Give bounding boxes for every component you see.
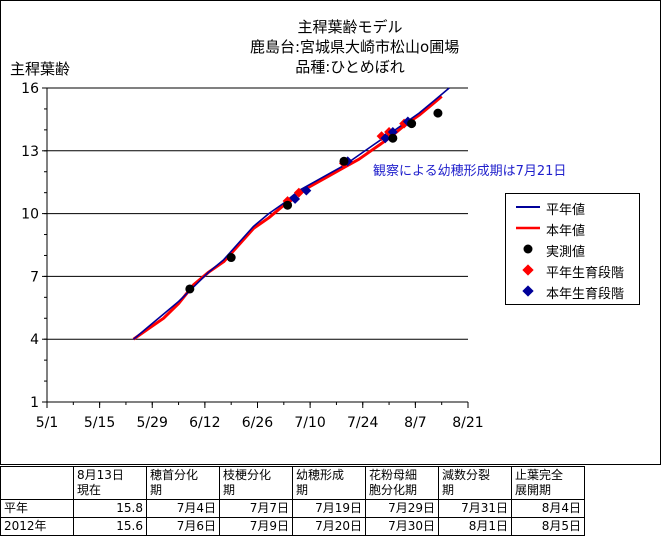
- table-header-cell: 減数分裂 期: [438, 466, 512, 500]
- chart-plot: 1 4 7 10 13 16 5/1 5/15 5/29 6/12 6/26 7/10 7/24 8/7 8…: [21, 81, 484, 431]
- table-cell: 7月7日: [219, 499, 293, 518]
- y-tick-label: 1: [30, 395, 39, 411]
- table-header-cell: 花粉母細 胞分化期: [365, 466, 439, 500]
- table-row-label: 2012年: [0, 517, 74, 536]
- data-point-measured: [407, 119, 417, 129]
- x-tick-label: 7/24: [347, 415, 379, 431]
- data-point-measured: [388, 133, 398, 143]
- table-cell: 7月31日: [438, 499, 512, 518]
- data-point-measured: [226, 253, 236, 263]
- chart-annotation: 観察による幼穂形成期は7月21日: [373, 164, 567, 179]
- data-point-stage: [380, 133, 391, 144]
- x-tick-label: 5/15: [84, 415, 115, 431]
- data-point-measured: [339, 156, 349, 166]
- table-row-label: 平年: [0, 499, 74, 518]
- legend-symbol-normal-line: [516, 206, 540, 208]
- legend-symbol-current-line: [516, 226, 540, 230]
- data-point-stage: [301, 185, 312, 196]
- table-header-cell: 止葉完全 展開期: [511, 466, 585, 500]
- legend-label: 平年値: [546, 203, 586, 218]
- table-cell: 15.8: [73, 499, 147, 518]
- x-tick-label: 5/29: [137, 415, 168, 431]
- x-tick-label: 8/7: [404, 415, 427, 431]
- legend-item-normal-stage: 平年生育段階: [506, 261, 639, 281]
- table-cell: 7月6日: [146, 517, 220, 536]
- chart-title-line-1: 主稈葉齢モデル: [297, 18, 403, 36]
- chart-title-line-2: 鹿島台:宮城県大崎市松山o圃場: [250, 38, 460, 56]
- y-tick-label: 13: [21, 144, 39, 160]
- series-line: [132, 87, 450, 340]
- data-point-stage: [387, 127, 398, 137]
- legend-symbol-normal-stage: [522, 264, 534, 276]
- growth-stage-table: 8月13日 現在 穂首分化 期 枝梗分化 期 幼穂形成 期 花粉母細 胞分化期 …: [0, 466, 585, 536]
- table-cell: 7月29日: [365, 499, 439, 518]
- x-tick-label: 7/10: [294, 415, 325, 431]
- y-tick-label: 4: [30, 332, 39, 348]
- chart-legend: 平年値 本年値 実測値 平年生育段階 本年生育段階: [505, 193, 640, 305]
- y-tick-label: 7: [30, 269, 39, 285]
- table-cell: 7月30日: [365, 517, 439, 536]
- table-header-cell: 8月13日 現在: [73, 466, 147, 500]
- table-row: 2012年 15.6 7月6日 7月9日 7月20日 7月30日 8月1日 8月…: [0, 517, 585, 536]
- x-tick-label: 8/21: [452, 415, 483, 431]
- table-cell: 7月20日: [292, 517, 366, 536]
- legend-item-current-line: 本年値: [506, 219, 639, 239]
- legend-label: 平年生育段階: [546, 266, 625, 281]
- legend-label: 実測値: [546, 245, 586, 260]
- legend-label: 本年生育段階: [546, 287, 625, 302]
- data-point-measured: [433, 108, 443, 118]
- table-header-cell: 穂首分化 期: [146, 466, 220, 500]
- chart-frame: [0, 0, 661, 465]
- table-cell: 7月9日: [219, 517, 293, 536]
- y-tick-label: 10: [21, 207, 39, 223]
- data-point-stage: [293, 187, 304, 198]
- legend-label: 本年値: [546, 224, 586, 239]
- table-header-cell: 幼穂形成 期: [292, 466, 366, 500]
- table-cell: 7月4日: [146, 499, 220, 518]
- y-tick-label: 16: [21, 81, 39, 97]
- table-cell: 8月4日: [511, 499, 585, 518]
- data-point-measured: [185, 284, 195, 294]
- x-tick-label: 5/1: [36, 415, 59, 431]
- table-cell: 8月1日: [438, 517, 512, 536]
- legend-item-measured: 実測値: [506, 240, 639, 260]
- chart-title-line-3: 品種:ひとめぼれ: [295, 58, 405, 76]
- table-header-cell: 枝梗分化 期: [219, 466, 293, 500]
- table-header-row: 8月13日 現在 穂首分化 期 枝梗分化 期 幼穂形成 期 花粉母細 胞分化期 …: [0, 466, 585, 500]
- x-tick-label: 6/26: [242, 415, 274, 431]
- legend-item-normal-line: 平年値: [506, 198, 639, 218]
- data-point-stage: [290, 193, 301, 204]
- table-cell: 7月19日: [292, 499, 366, 518]
- x-tick-label: 6/12: [189, 415, 220, 431]
- y-axis-label: 主稈葉齢: [10, 60, 71, 78]
- legend-symbol-measured: [523, 244, 533, 254]
- table-cell: 8月5日: [511, 517, 585, 536]
- table-cell: 15.6: [73, 517, 147, 536]
- data-point-measured: [283, 200, 293, 210]
- table-header-cell: [0, 466, 74, 500]
- table-row: 平年 15.8 7月4日 7月7日 7月19日 7月29日 7月31日 8月4日: [0, 499, 585, 518]
- legend-item-current-stage: 本年生育段階: [506, 282, 639, 302]
- legend-symbol-current-stage: [522, 285, 534, 297]
